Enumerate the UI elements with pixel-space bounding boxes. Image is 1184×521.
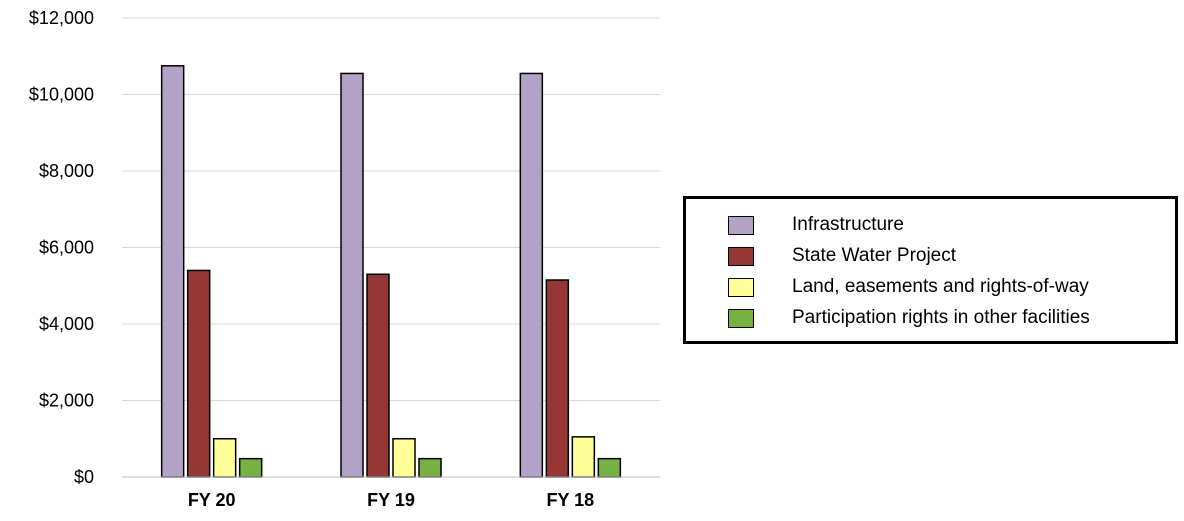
bar — [238, 457, 263, 478]
bar — [212, 438, 237, 478]
legend-item-state-water-project: State Water Project — [728, 244, 956, 268]
bar — [418, 457, 442, 478]
legend-swatch — [728, 215, 754, 235]
legend-item-participation-rights: Participation rights in other facilities — [728, 306, 1090, 330]
bar — [571, 436, 596, 478]
bar — [392, 438, 416, 478]
y-tick-label: $12,000 — [29, 8, 94, 28]
bar — [366, 273, 390, 478]
y-tick-label: $6,000 — [39, 238, 94, 258]
legend-item-infrastructure: Infrastructure — [728, 213, 904, 237]
bar — [519, 72, 544, 478]
legend-label: State Water Project — [792, 245, 957, 266]
legend-label: Participation rights in other facilities — [792, 307, 1090, 328]
x-category-label: FY 18 — [546, 490, 594, 510]
legend-swatch — [728, 308, 754, 328]
y-tick-label: $10,000 — [29, 85, 94, 105]
bar — [160, 65, 185, 478]
gridlines — [122, 17, 660, 401]
bar — [340, 72, 364, 478]
y-axis-ticks: $0 $2,000 $4,000 $6,000 $8,000 $10,000 $12,000 — [29, 8, 94, 487]
y-tick-label: $2,000 — [39, 391, 94, 411]
bars — [160, 65, 622, 478]
legend-label: Land, easements and rights-of-way — [792, 276, 1089, 297]
legend-swatch — [728, 277, 754, 297]
y-tick-label: $4,000 — [39, 314, 94, 334]
legend: Infrastructure State Water Project Land,… — [683, 196, 1178, 344]
x-category-label: FY 20 — [188, 490, 236, 510]
bar — [186, 269, 211, 478]
x-axis-labels: FY 20 FY 19 FY 18 — [188, 490, 594, 510]
y-tick-label: $8,000 — [39, 161, 94, 181]
bar — [597, 457, 622, 478]
legend-swatch — [728, 246, 754, 266]
y-tick-label: $0 — [74, 467, 94, 487]
legend-item-land-easements: Land, easements and rights-of-way — [728, 275, 1089, 299]
bar — [545, 279, 570, 478]
legend-label: Infrastructure — [792, 214, 904, 235]
x-category-label: FY 19 — [367, 490, 415, 510]
